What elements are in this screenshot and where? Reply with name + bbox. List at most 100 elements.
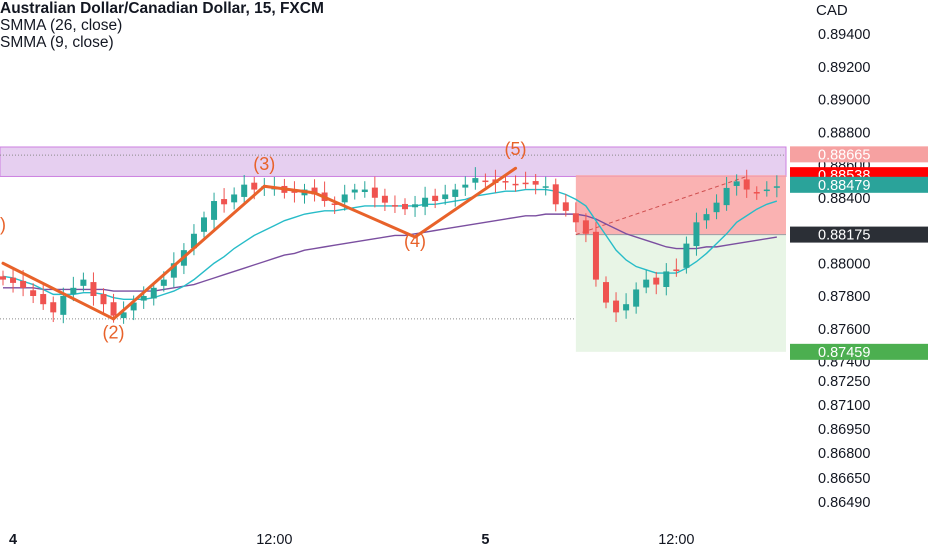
take-profit-zone[interactable] [575, 234, 786, 352]
candle-body [502, 181, 509, 183]
candle-body [211, 201, 218, 220]
candle-body [110, 302, 117, 316]
candle-body [221, 199, 228, 205]
y-tick-label: 0.86490 [818, 495, 870, 511]
candle-body [0, 276, 6, 280]
y-tick-label: 0.88000 [818, 256, 870, 272]
candle-body [673, 269, 680, 271]
candle-body [10, 277, 17, 283]
candle-body [713, 202, 720, 213]
y-tick-label: 0.87600 [818, 322, 870, 338]
candle-body [40, 294, 47, 305]
candle-body [361, 189, 368, 193]
wave-label[interactable]: (2) [103, 323, 125, 343]
stop-loss-zone[interactable] [575, 175, 786, 235]
candle-body [592, 231, 599, 280]
candle-body [190, 233, 197, 249]
candle-body [50, 302, 57, 313]
wave-line[interactable] [413, 166, 518, 239]
wave-line[interactable] [313, 191, 417, 239]
candle-body [432, 195, 439, 202]
candle-body [402, 203, 408, 210]
candle-body [603, 282, 609, 303]
y-tick-label: 0.88800 [818, 125, 870, 141]
candle-body [80, 279, 87, 286]
candle-body [542, 186, 549, 188]
candle-body [512, 183, 519, 186]
smma-9-line[interactable] [2, 188, 778, 300]
wave-line[interactable] [1, 261, 116, 321]
candle-body [572, 213, 579, 223]
candle-body [100, 294, 107, 305]
y-tick-label: 0.87800 [818, 289, 870, 305]
candle-body [532, 181, 539, 185]
y-tick-label: 0.86950 [818, 422, 870, 438]
candle-body [452, 189, 459, 197]
wave-label[interactable]: (5) [505, 139, 527, 159]
price-badge-text: 0.88665 [818, 147, 870, 163]
candle-body [763, 189, 770, 192]
price-badge-neutral [790, 226, 928, 243]
wave-label[interactable]: ) [0, 215, 6, 235]
candle-body [150, 287, 157, 299]
candle-body [683, 243, 690, 268]
y-tick-label: 0.89200 [818, 60, 870, 76]
candle-body [351, 189, 358, 193]
candle-body [703, 214, 710, 221]
candle-body [60, 296, 67, 315]
candle-body [623, 304, 630, 311]
candle-body [391, 205, 398, 207]
candle-body [442, 194, 449, 200]
axis-currency-label: CAD [816, 2, 848, 19]
y-tick-label: 0.88400 [818, 191, 870, 207]
wave-label[interactable]: (4) [404, 231, 426, 251]
candle-body [371, 187, 378, 198]
candle-body [201, 217, 207, 232]
y-tick-label: 0.89400 [818, 27, 870, 43]
smma-26-line[interactable] [3, 213, 777, 292]
x-tick-label: 5 [481, 532, 489, 548]
candle-body [291, 190, 298, 193]
candle-body [743, 179, 750, 190]
indicator-smma-26[interactable]: SMMA (26, close) [0, 17, 123, 34]
candle-body [462, 184, 469, 188]
x-tick-label: 4 [9, 532, 17, 548]
candle-body [773, 186, 780, 188]
resistance-zone[interactable] [0, 146, 787, 177]
wave-line[interactable] [112, 184, 266, 321]
chart-legend: Australian Dollar/Canadian Dollar, 15, F… [0, 0, 324, 51]
wave-line[interactable] [262, 184, 317, 195]
candle-body [422, 197, 429, 207]
candle-body [381, 195, 388, 203]
y-tick-label: 0.86650 [818, 471, 870, 487]
candle-body [753, 192, 760, 194]
candle-body [231, 194, 238, 203]
candle-body [331, 203, 338, 205]
candle-body [643, 279, 650, 288]
candle-body [20, 280, 27, 288]
y-tick-label: 0.87100 [818, 398, 870, 414]
candle-body [160, 279, 167, 286]
symbol-title[interactable]: Australian Dollar/Canadian Dollar, 15, F… [0, 0, 324, 17]
candle-body [412, 204, 419, 208]
price-badge-entry [790, 176, 928, 193]
y-tick-label: 0.86800 [818, 446, 870, 462]
candle-body [30, 290, 37, 296]
candle-body [693, 222, 700, 247]
candle-body [562, 202, 569, 211]
indicator-smma-9[interactable]: SMMA (9, close) [0, 34, 114, 51]
price-badge-text: 0.87459 [818, 345, 870, 361]
candle-body [472, 178, 479, 183]
price-badge-target [790, 343, 928, 360]
candle-body [733, 181, 740, 186]
candle-body [522, 182, 529, 185]
candle-body [633, 289, 640, 307]
price-axis[interactable] [790, 0, 932, 520]
wave-label[interactable]: (3) [253, 154, 275, 174]
price-badge-text: 0.88175 [818, 228, 870, 244]
y-tick-label: 0.87250 [818, 374, 870, 390]
candle-body [70, 287, 77, 295]
candle-body [140, 296, 147, 301]
price-badge-text: 0.88479 [818, 178, 870, 194]
